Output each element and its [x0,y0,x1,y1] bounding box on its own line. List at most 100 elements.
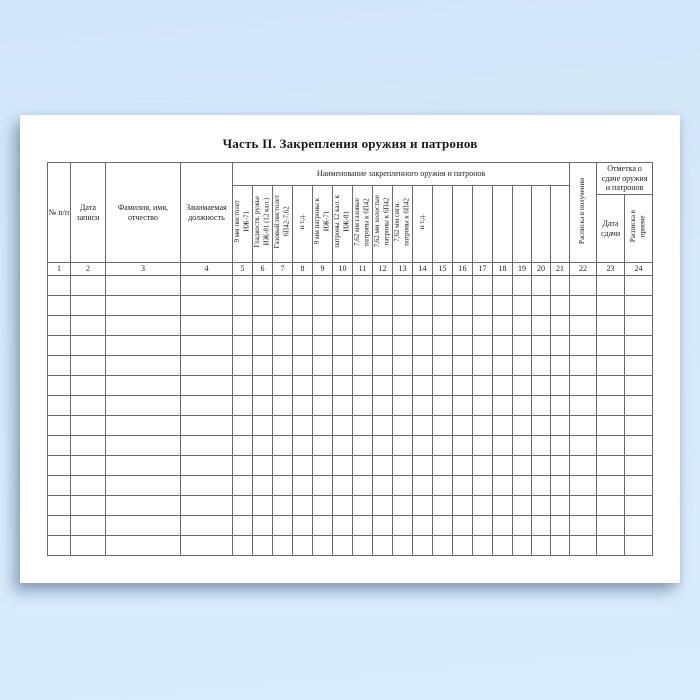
weapon-col-header-blank [491,185,513,263]
data-cell [351,355,373,376]
data-cell [179,515,233,536]
data-cell [251,295,273,316]
data-cell [331,315,353,336]
data-cell [46,435,71,456]
data-cell [511,475,532,496]
data-cell [291,535,313,556]
data-cell [471,355,493,376]
weapon-col-label: патроны 12 кал. к ИЖ-81 [333,195,351,248]
data-cell [46,535,71,556]
data-cell [371,435,393,456]
data-cell [291,435,313,456]
data-cell [491,355,513,376]
table-row [46,335,654,356]
data-cell [271,535,293,556]
data-cell [530,455,551,476]
data-cell [471,315,493,336]
data-cell [104,455,181,476]
data-cell [371,415,393,436]
data-cell [46,455,71,476]
data-cell [46,315,71,336]
data-cell [311,515,333,536]
data-cell [624,455,654,476]
data-cell [69,355,106,376]
data-cell [231,475,253,496]
data-cell [351,415,373,436]
data-cell [371,295,393,316]
data-cell [311,375,333,396]
data-cell [46,475,71,496]
data-cell [69,295,106,316]
data-cell [351,315,373,336]
data-cell [431,415,453,436]
data-cell [69,375,106,396]
table-body [46,275,654,556]
data-cell [530,435,551,456]
data-cell [271,495,293,516]
data-cell [104,435,181,456]
data-cell [271,375,293,396]
acceptance-signature-label: Расписка в приеме [629,209,647,243]
data-cell [291,415,313,436]
column-number: 8 [291,262,313,276]
data-cell [351,515,373,536]
data-cell [569,475,598,496]
data-cell [451,275,473,296]
data-cell [530,495,551,516]
data-cell [491,295,513,316]
data-cell [271,475,293,496]
column-number: 22 [569,262,598,276]
data-cell [624,375,654,396]
data-cell [46,275,71,296]
document-title: Часть II. Закрепления оружия и патронов [222,136,478,151]
data-cell [179,455,233,476]
data-cell [46,355,71,376]
data-cell [491,415,513,436]
data-cell [411,475,433,496]
data-cell [596,515,626,536]
data-cell [391,475,413,496]
data-cell [431,275,453,296]
data-cell [530,395,551,416]
weapon-col-header-izh71-pistol: 9 мм пистолет ИЖ-71 [231,185,253,263]
data-cell [491,515,513,536]
data-cell [624,295,654,316]
data-cell [491,435,513,456]
column-number: 14 [411,262,433,276]
data-cell [391,455,413,476]
data-cell [371,515,393,536]
data-cell [391,515,413,536]
weapon-col-header-gas-pistol: Газовый пистолет 6П42-7,62 [271,185,293,263]
column-number: 19 [511,262,532,276]
data-cell [371,275,393,296]
column-number: 15 [431,262,453,276]
data-cell [104,475,181,496]
data-cell [530,375,551,396]
data-cell [251,315,273,336]
data-cell [331,355,353,376]
data-cell [624,515,654,536]
data-cell [291,495,313,516]
data-cell [431,395,453,416]
data-cell [46,375,71,396]
data-cell [69,455,106,476]
data-cell [371,535,393,556]
weapon-col-label: и т.д. [417,213,426,230]
data-cell [451,295,473,316]
data-cell [104,335,181,356]
data-cell [311,275,333,296]
data-cell [569,535,598,556]
data-cell [549,475,571,496]
column-number: 16 [451,262,473,276]
data-cell [231,395,253,416]
data-cell [411,455,433,476]
data-cell [251,355,273,376]
weapon-col-header-gas-cartridges: 7,62 мм газовые патроны к 6П42 [351,185,373,263]
data-cell [549,335,571,356]
data-cell [624,415,654,436]
data-cell [231,375,253,396]
data-cell [411,395,433,416]
weapon-col-header-blank-cartridges: 7,62 мм холостые патроны к 6П42 [371,185,393,263]
data-cell [104,275,181,296]
data-cell [46,515,71,536]
